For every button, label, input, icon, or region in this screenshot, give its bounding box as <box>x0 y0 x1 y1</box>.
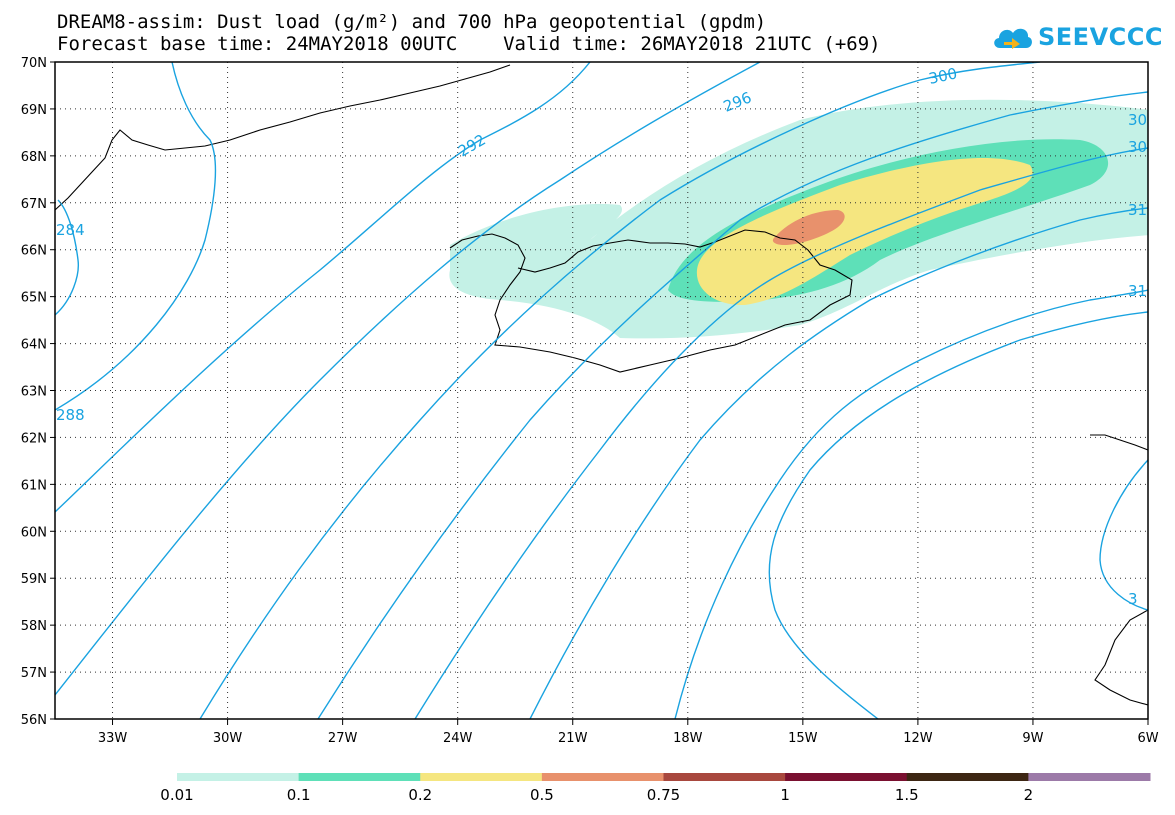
contour-line <box>768 311 1148 719</box>
longitude-ticks: 33W 30W 27W 24W 21W 18W 15W 12W 9W 6W <box>98 719 1159 746</box>
lat-tick-label: 65N <box>21 291 47 306</box>
contour-label: 296 <box>721 88 754 115</box>
lon-tick-label: 27W <box>328 731 358 746</box>
lat-tick-label: 68N <box>21 150 47 165</box>
lat-tick-label: 63N <box>21 385 47 400</box>
lat-tick-label: 59N <box>21 572 47 587</box>
lat-tick-label: 69N <box>21 103 47 118</box>
contour-line <box>529 207 1148 719</box>
contour-line <box>55 62 217 411</box>
colorbar-label: 1 <box>780 786 790 804</box>
lon-tick-label: 15W <box>788 731 818 746</box>
greenland-coast <box>55 64 511 211</box>
colorbar-swatch <box>177 773 300 781</box>
lon-tick-label: 24W <box>443 731 473 746</box>
contour-label: 3 <box>1128 590 1138 608</box>
contour-label: 30 <box>1128 111 1147 129</box>
map-subtitle: Forecast base time: 24MAY2018 00UTC Vali… <box>57 33 881 55</box>
dust-shading <box>449 99 1148 339</box>
contour-line <box>55 62 591 513</box>
colorbar-label: 0.1 <box>287 786 311 804</box>
logo-text: SEEVCCC <box>1038 23 1163 51</box>
colorbar-label: 0.5 <box>530 786 554 804</box>
contour-label: 284 <box>56 221 85 239</box>
map-title: DREAM8-assim: Dust load (g/m²) and 700 h… <box>57 11 767 33</box>
lon-tick-label: 9W <box>1022 731 1043 746</box>
latitude-ticks: 70N 69N 68N 67N 66N 65N 64N 63N 62N 61N 60N 59N 58N 5… <box>21 56 55 728</box>
colorbar-swatch <box>906 773 1029 781</box>
colorbar-label: 1.5 <box>895 786 919 804</box>
lat-tick-label: 57N <box>21 666 47 681</box>
colorbar-swatch <box>1028 773 1151 781</box>
colorbar-label: 0.75 <box>647 786 680 804</box>
lat-tick-label: 61N <box>21 478 47 493</box>
contour-line <box>199 62 1041 719</box>
lat-tick-label: 64N <box>21 338 47 353</box>
colorbar-label: 2 <box>1024 786 1034 804</box>
lat-tick-label: 62N <box>21 431 47 446</box>
colorbar-label: 0.01 <box>160 786 193 804</box>
lat-tick-label: 56N <box>21 713 47 728</box>
colorbar-swatch <box>785 773 908 781</box>
lat-tick-label: 60N <box>21 525 47 540</box>
lon-tick-label: 30W <box>213 731 243 746</box>
colorbar-label: 0.2 <box>408 786 432 804</box>
graticule <box>55 62 1148 719</box>
contour-line <box>55 62 761 696</box>
contour-line <box>674 289 1148 719</box>
contour-line <box>55 199 79 316</box>
lat-tick-label: 66N <box>21 244 47 259</box>
norway-coast <box>1094 609 1148 706</box>
lon-tick-label: 12W <box>903 731 933 746</box>
contour-label: 31 <box>1128 201 1147 219</box>
lon-tick-label: 18W <box>673 731 703 746</box>
dust-level-0.2 <box>696 157 1033 306</box>
seevccc-logo: SEEVCCC <box>990 20 1163 54</box>
lon-tick-label: 6W <box>1137 731 1158 746</box>
colorbar-swatch <box>298 773 421 781</box>
contour-label: 30 <box>1128 138 1147 156</box>
lat-tick-label: 58N <box>21 619 47 634</box>
scotland-coast <box>1090 434 1148 451</box>
iceland-coast <box>449 229 853 373</box>
contour-label: 300 <box>927 64 959 88</box>
colorbar-swatch <box>420 773 543 781</box>
dust-level-0.5 <box>772 210 845 245</box>
lon-tick-label: 21W <box>558 731 588 746</box>
lat-tick-label: 67N <box>21 197 47 212</box>
lat-tick-label: 70N <box>21 56 47 71</box>
contour-line <box>1099 459 1148 611</box>
lon-tick-label: 33W <box>98 731 128 746</box>
contour-label: 288 <box>56 406 85 424</box>
contour-label: 31 <box>1128 282 1147 300</box>
colorbar-swatch <box>541 773 664 781</box>
contour-line <box>414 147 1148 719</box>
cloud-logo-icon <box>994 28 1032 49</box>
colorbar: 0.01 0.1 0.2 0.5 0.75 1 1.5 2 <box>160 773 1151 804</box>
colorbar-swatch <box>663 773 786 781</box>
